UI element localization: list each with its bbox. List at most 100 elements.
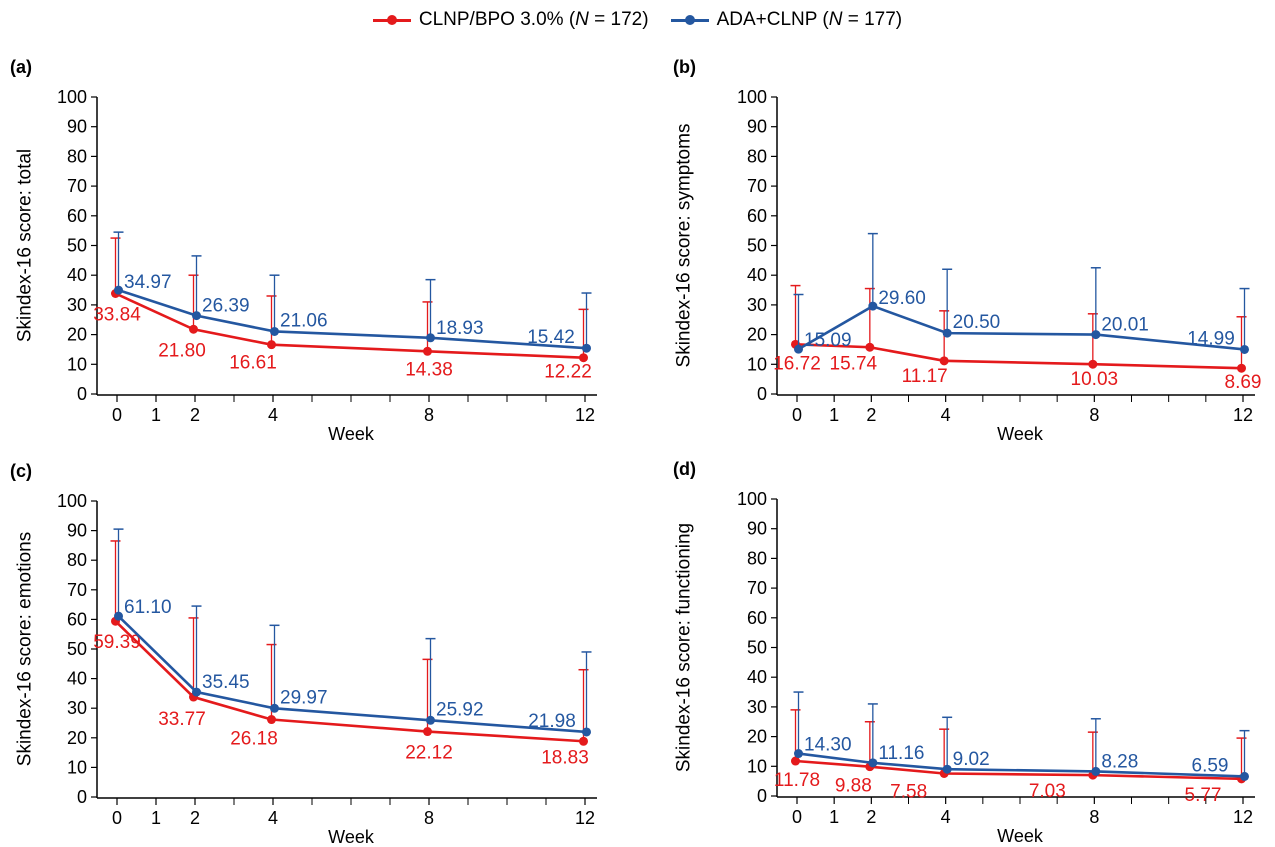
data-point [939, 356, 949, 366]
x-tick-label: 2 [190, 405, 200, 425]
y-tick-label: 80 [747, 548, 767, 568]
data-point [1240, 771, 1249, 781]
data-point [192, 311, 201, 321]
y-tick-label: 40 [67, 265, 87, 285]
y-axis-label: Skindex-16 score: total [15, 149, 36, 342]
x-tick-label: 8 [1089, 807, 1099, 827]
x-axis-label: Week [997, 826, 1044, 846]
data-label: 8.28 [1101, 751, 1138, 772]
data-label: 35.45 [202, 672, 250, 693]
panel-label: (b) [673, 57, 696, 77]
data-point [794, 344, 803, 354]
y-tick-label: 60 [67, 609, 87, 629]
data-label: 26.18 [230, 729, 278, 750]
data-point [423, 727, 432, 737]
data-label: 59.39 [93, 632, 141, 653]
legend-swatch-ada-clnp [670, 14, 709, 26]
y-tick-label: 60 [67, 206, 87, 226]
x-tick-label: 1 [829, 807, 839, 827]
y-tick-label: 70 [67, 580, 87, 600]
data-label: 7.03 [1029, 781, 1066, 802]
y-axis-label: Skindex-16 score: symptoms [674, 124, 695, 368]
data-point [270, 326, 279, 336]
data-label: 29.97 [280, 687, 328, 708]
data-point [426, 715, 435, 725]
data-label: 21.98 [528, 711, 576, 732]
data-label: 18.83 [541, 747, 589, 768]
data-point [114, 611, 123, 621]
x-tick-label: 1 [151, 405, 161, 425]
x-tick-label: 0 [112, 405, 122, 425]
y-tick-label: 100 [737, 489, 767, 509]
data-point [423, 346, 432, 356]
y-tick-label: 100 [57, 87, 87, 107]
x-axis-label: Week [328, 424, 375, 444]
data-label: 21.80 [158, 340, 206, 361]
y-axis-label: Skindex-16 score: functioning [674, 523, 695, 772]
data-label: 7.58 [890, 781, 927, 802]
y-tick-label: 40 [747, 667, 767, 687]
legend-item-ada-clnp: ADA+CLNP (N = 177) [670, 9, 903, 31]
y-tick-label: 20 [747, 325, 767, 345]
data-label: 9.88 [835, 776, 872, 797]
y-tick-label: 70 [67, 176, 87, 196]
y-tick-label: 20 [67, 728, 87, 748]
y-tick-label: 90 [67, 521, 87, 541]
data-label: 33.84 [93, 304, 141, 325]
x-tick-label: 8 [424, 405, 434, 425]
data-label: 25.92 [436, 699, 484, 720]
panel-label: (c) [10, 461, 32, 481]
data-label: 14.38 [405, 359, 453, 380]
x-tick-label: 12 [575, 808, 595, 828]
series-line [797, 304, 1245, 351]
x-axis-label: Week [997, 424, 1044, 444]
data-label: 10.03 [1071, 369, 1119, 390]
x-tick-label: 4 [268, 808, 278, 828]
data-label: 8.69 [1225, 372, 1262, 393]
data-point [791, 756, 800, 766]
data-point [579, 353, 588, 363]
x-tick-label: 4 [941, 807, 951, 827]
series-line [798, 752, 1245, 778]
data-point [1091, 330, 1101, 340]
y-tick-label: 90 [67, 117, 87, 137]
x-tick-label: 2 [190, 808, 200, 828]
x-tick-label: 8 [1089, 405, 1099, 425]
data-label: 22.12 [405, 743, 453, 764]
data-point [270, 703, 279, 713]
x-tick-label: 0 [792, 807, 802, 827]
y-tick-label: 60 [747, 608, 767, 628]
data-point [114, 285, 123, 295]
data-point [942, 328, 952, 338]
x-tick-label: 2 [866, 807, 876, 827]
y-tick-label: 0 [757, 384, 767, 404]
x-tick-label: 4 [941, 405, 951, 425]
data-label: 29.60 [878, 288, 926, 309]
data-label: 15.74 [830, 353, 878, 374]
y-tick-label: 50 [747, 638, 767, 658]
data-point [426, 333, 435, 343]
y-tick-label: 100 [737, 87, 767, 107]
data-point [579, 736, 588, 746]
y-tick-label: 30 [67, 295, 87, 315]
legend-label-ada-clnp: ADA+CLNP (N = 177) [716, 9, 903, 30]
x-axis-label: Week [328, 827, 375, 847]
y-tick-label: 100 [57, 491, 87, 511]
y-tick-label: 60 [747, 206, 767, 226]
x-tick-label: 2 [866, 405, 876, 425]
y-tick-label: 90 [747, 117, 767, 137]
data-point [267, 340, 276, 350]
data-label: 16.72 [773, 353, 821, 374]
y-tick-label: 70 [747, 578, 767, 598]
data-point [1091, 766, 1101, 776]
x-tick-label: 12 [1233, 807, 1253, 827]
data-label: 14.30 [804, 735, 852, 756]
data-label: 33.77 [158, 709, 206, 730]
data-point [582, 343, 591, 353]
data-label: 14.99 [1187, 328, 1235, 349]
x-tick-label: 12 [1233, 405, 1253, 425]
y-tick-label: 0 [77, 384, 87, 404]
y-tick-label: 30 [747, 697, 767, 717]
x-tick-label: 12 [575, 405, 595, 425]
